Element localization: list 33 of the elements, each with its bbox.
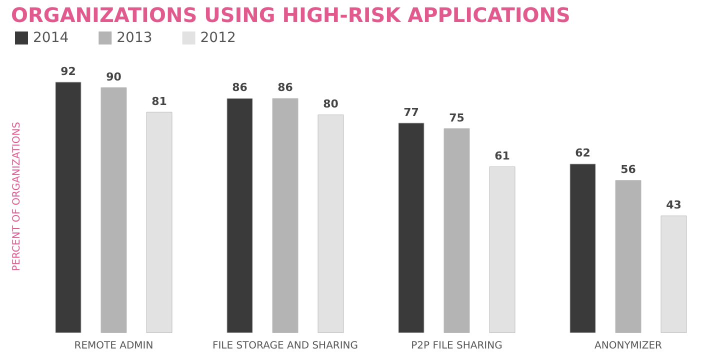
data-label: 75 (449, 111, 464, 124)
y-axis-title: PERCENT OF ORGANIZATIONS (12, 122, 22, 272)
data-label: 56 (620, 163, 636, 176)
bar (444, 128, 470, 333)
bar (55, 82, 82, 333)
legend-label: 2014 (33, 30, 69, 46)
data-label: 90 (106, 70, 122, 84)
data-label: 62 (575, 146, 590, 160)
data-label: 86 (278, 81, 294, 94)
bar (100, 87, 127, 333)
bar (272, 98, 298, 333)
bar (489, 166, 516, 333)
legend-label: 2012 (200, 30, 236, 46)
data-label: 86 (232, 81, 248, 94)
bar (318, 114, 344, 333)
bar (615, 180, 642, 333)
data-label: 92 (60, 64, 76, 78)
bar (570, 164, 596, 333)
x-tick-label: P2P FILE SHARING (411, 340, 502, 352)
bar (146, 112, 172, 333)
x-tick-label: FILE STORAGE AND SHARING (212, 340, 358, 352)
data-label: 81 (152, 94, 167, 108)
data-label: 80 (323, 98, 339, 111)
data-label: 43 (666, 198, 682, 212)
x-tick-label: ANONYMIZER (594, 340, 662, 352)
x-tick-label: REMOTE ADMIN (74, 340, 154, 352)
legend-label: 2013 (116, 30, 152, 46)
bar (660, 216, 687, 333)
data-label: 77 (404, 106, 419, 119)
chart-title: ORGANIZATIONS USING HIGH-RISK APPLICATIONS (11, 3, 570, 27)
bar (226, 98, 253, 333)
bar (398, 122, 424, 333)
data-label: 61 (494, 149, 510, 162)
